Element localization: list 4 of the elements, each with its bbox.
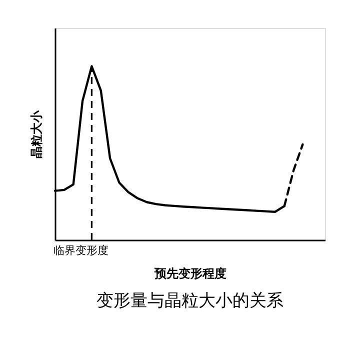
text: 临界变形度	[54, 244, 109, 257]
x-axis-title: 预先变形程度	[154, 266, 226, 280]
y-axis-title: 晶粒大小	[30, 110, 44, 158]
text: 变形量与晶粒大小的关系	[96, 291, 284, 311]
